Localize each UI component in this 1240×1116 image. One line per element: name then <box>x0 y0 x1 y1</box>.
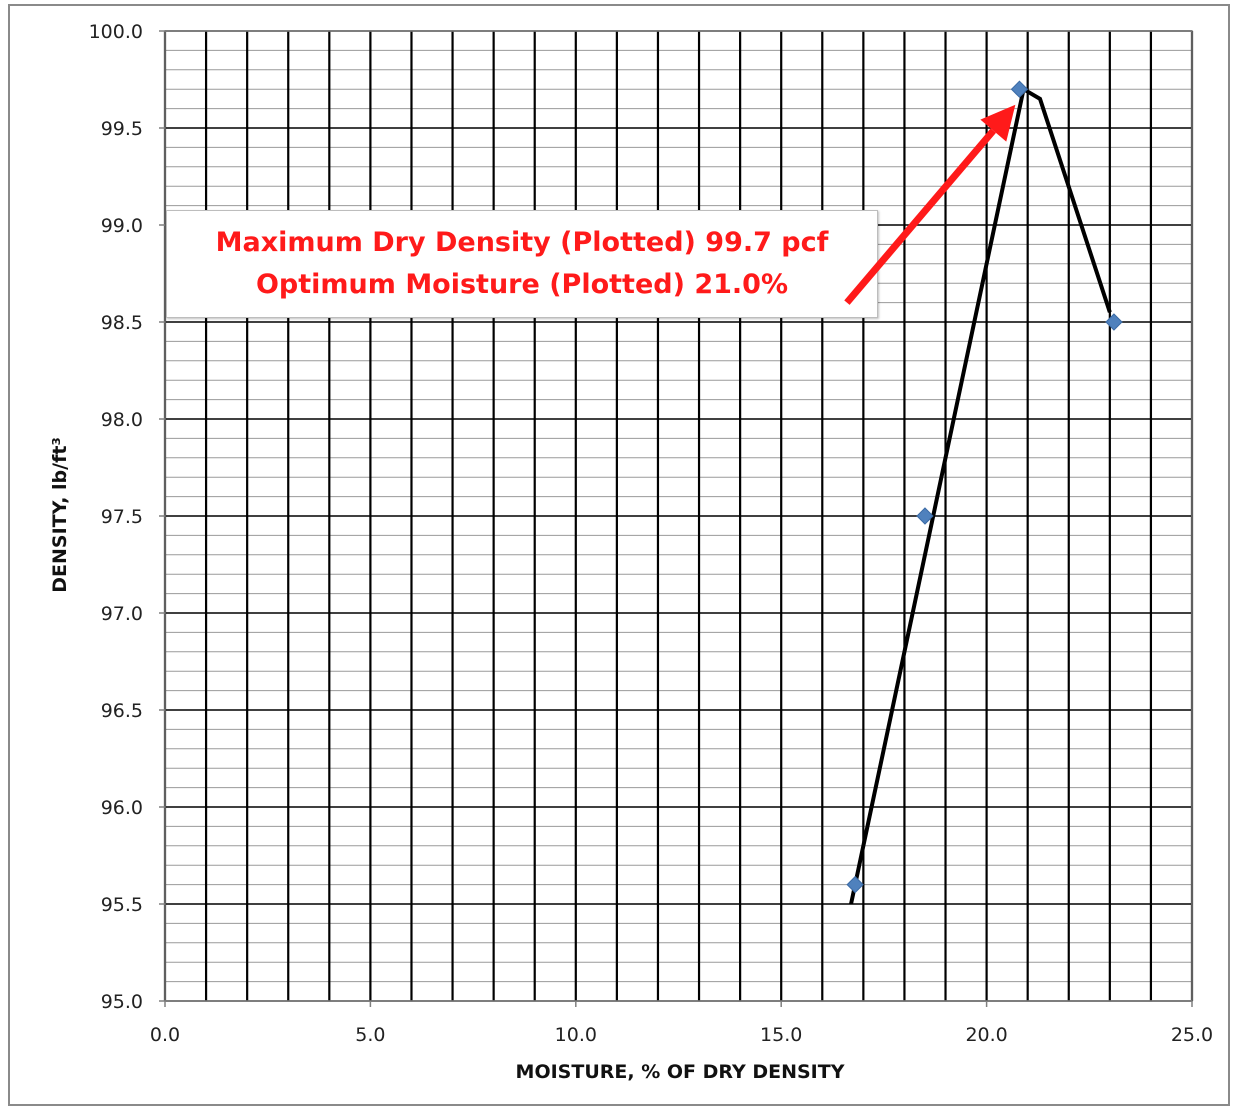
x-tick-label: 0.0 <box>150 1024 180 1046</box>
y-tick-label: 96.0 <box>101 797 143 819</box>
y-tick-label: 100.0 <box>89 21 143 43</box>
fit-line-path <box>849 86 1112 905</box>
y-tick-label: 95.0 <box>101 991 143 1013</box>
optimum-moisture-label: Optimum Moisture (Plotted) 21.0% <box>255 269 789 300</box>
data-point-marker <box>916 507 934 525</box>
x-tick-label: 15.0 <box>760 1024 802 1046</box>
x-tick-label: 25.0 <box>1171 1024 1213 1046</box>
compaction-curve <box>849 86 1112 905</box>
y-tick-label: 97.0 <box>101 603 143 625</box>
y-tick-labels: 95.0 95.5 96.0 96.5 97.0 97.5 98.0 98.5 99.0 99.5… <box>89 21 143 1013</box>
max-dry-density-label: Maximum Dry Density (Plotted) 99.7 pcf <box>215 227 829 258</box>
minor-gridlines <box>165 49 1192 983</box>
x-axis-title: MOISTURE, % OF DRY DENSITY <box>516 1061 845 1083</box>
annotation-box: Maximum Dry Density (Plotted) 99.7 pcf O… <box>166 210 878 318</box>
major-gridlines <box>159 30 1194 1007</box>
data-point-marker <box>1105 313 1123 331</box>
y-tick-label: 98.0 <box>101 409 143 431</box>
x-tick-label: 10.0 <box>555 1024 597 1046</box>
y-tick-label: 96.5 <box>101 700 143 722</box>
y-tick-label: 95.5 <box>101 894 143 916</box>
y-tick-label: 99.0 <box>101 215 143 237</box>
y-tick-label: 98.5 <box>101 312 143 334</box>
data-point-marker <box>1010 80 1029 98</box>
y-axis-title: DENSITY, lb/ft³ <box>49 437 71 593</box>
x-tick-label: 5.0 <box>355 1024 385 1046</box>
y-tick-label: 97.5 <box>101 506 143 528</box>
x-tick-labels: 0.0 5.0 10.0 15.0 20.0 25.0 <box>150 1024 1213 1046</box>
data-points <box>846 80 1123 894</box>
data-point-marker <box>846 875 864 894</box>
y-tick-label: 99.5 <box>101 118 143 140</box>
x-tick-label: 20.0 <box>965 1024 1007 1046</box>
